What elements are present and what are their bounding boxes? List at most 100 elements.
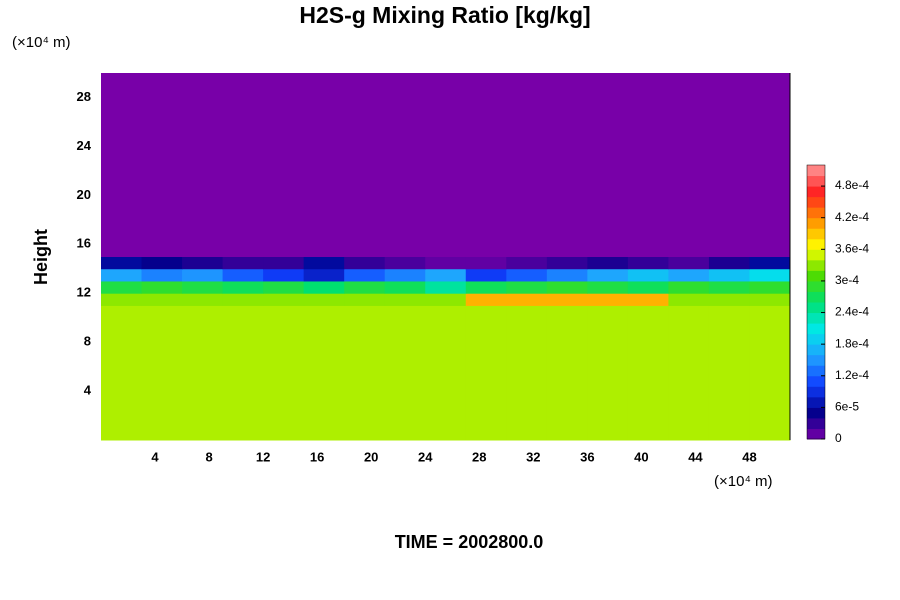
cell (668, 305, 710, 441)
colorbar-band (807, 280, 825, 292)
colorbar-tick-label: 1.2e-4 (835, 368, 869, 382)
cell (425, 256, 467, 270)
cell (303, 305, 345, 441)
cell (182, 305, 224, 441)
cell (708, 280, 750, 294)
cell (627, 280, 669, 294)
cell (303, 256, 345, 270)
cell (465, 293, 507, 306)
cell (708, 305, 750, 441)
cell (222, 256, 264, 270)
cell (303, 73, 345, 257)
cell (506, 268, 548, 282)
cell (506, 305, 548, 441)
cell (627, 305, 669, 441)
cell (222, 73, 264, 257)
y-unit: (×10⁴ m) (12, 34, 71, 51)
colorbar-tick-label: 1.8e-4 (835, 336, 869, 350)
cell (344, 256, 386, 270)
colorbar-band (807, 238, 825, 250)
y-axis-label: Height (31, 229, 51, 285)
cell (303, 268, 345, 282)
cell (222, 280, 264, 294)
cell (506, 293, 548, 306)
colorbar-band (807, 323, 825, 335)
cell (546, 280, 588, 294)
colorbar-band (807, 186, 825, 198)
x-tick-label: 40 (634, 449, 648, 464)
cell (141, 268, 183, 282)
x-tick-label: 32 (526, 449, 540, 464)
cell (101, 73, 143, 257)
cell (627, 293, 669, 306)
x-tick-label: 12 (256, 449, 270, 464)
cell (101, 256, 143, 270)
cell (668, 280, 710, 294)
cell (546, 268, 588, 282)
cell (384, 268, 426, 282)
cell (465, 73, 507, 257)
cell (749, 256, 791, 270)
y-tick-label: 24 (77, 138, 92, 153)
colorbar-band (807, 217, 825, 229)
cell (506, 280, 548, 294)
colorbar-tick-label: 2.4e-4 (835, 305, 869, 319)
cell (425, 268, 467, 282)
cell (263, 256, 305, 270)
cell (465, 305, 507, 441)
cell (141, 305, 183, 441)
cell (222, 305, 264, 441)
x-unit: (×10⁴ m) (714, 473, 773, 490)
cell (668, 293, 710, 306)
colorbar-band (807, 207, 825, 219)
cell (425, 293, 467, 306)
cell (627, 73, 669, 257)
colorbar-band (807, 344, 825, 356)
cell (101, 280, 143, 294)
cell (384, 305, 426, 441)
cell (182, 293, 224, 306)
cell (465, 268, 507, 282)
cell (749, 305, 791, 441)
colorbar-band (807, 175, 825, 187)
cell (141, 280, 183, 294)
cell (627, 268, 669, 282)
y-tick-label: 8 (84, 334, 91, 349)
cell (101, 268, 143, 282)
cell (303, 280, 345, 294)
cell (425, 73, 467, 257)
colorbar-band (807, 407, 825, 419)
colorbar-band (807, 428, 825, 440)
colorbar-border (806, 164, 826, 440)
cell (141, 293, 183, 306)
x-tick-label: 44 (688, 449, 703, 464)
colorbar-tick-label: 3e-4 (835, 273, 859, 287)
cell (546, 293, 588, 306)
cell (587, 305, 629, 441)
cell (749, 280, 791, 294)
colorbar-tick-label: 3.6e-4 (835, 241, 869, 255)
cell (425, 280, 467, 294)
x-tick-label: 4 (151, 449, 159, 464)
cell (141, 256, 183, 270)
y-tick-label: 20 (77, 187, 91, 202)
cell (384, 293, 426, 306)
x-tick-label: 48 (742, 449, 756, 464)
cell (263, 280, 305, 294)
cell (749, 73, 791, 257)
chart-title: H2S-g Mixing Ratio [kg/kg] (299, 2, 590, 28)
x-tick-label: 24 (418, 449, 433, 464)
colorbar-band (807, 333, 825, 345)
cell (708, 268, 750, 282)
y-tick-label: 28 (77, 89, 91, 104)
cell (425, 305, 467, 441)
colorbar-band (807, 375, 825, 387)
cell (587, 280, 629, 294)
cell (668, 268, 710, 282)
colorbar-tick-label: 6e-5 (835, 400, 859, 414)
y-tick-label: 16 (77, 236, 91, 251)
colorbar-band (807, 386, 825, 398)
colorbar-band (807, 365, 825, 377)
cell (344, 280, 386, 294)
